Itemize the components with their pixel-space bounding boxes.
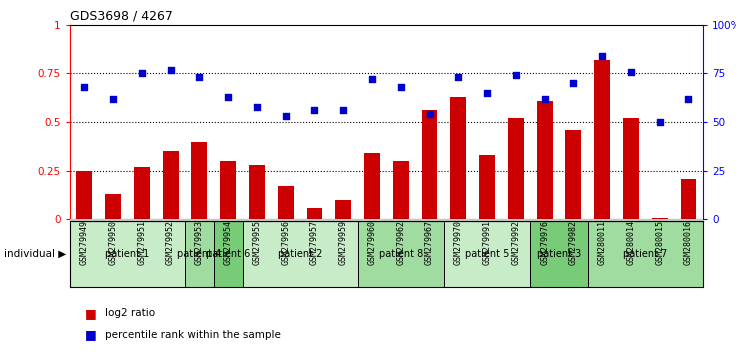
Bar [530, 221, 588, 287]
Bar [588, 221, 703, 287]
Point [136, 70, 148, 76]
Bar [681, 178, 696, 219]
Bar [220, 161, 236, 219]
Text: GSM279976: GSM279976 [540, 219, 549, 265]
Text: GSM279982: GSM279982 [569, 219, 578, 265]
Bar [77, 171, 92, 219]
Bar [364, 153, 380, 219]
Point [567, 80, 579, 86]
Bar [163, 152, 179, 219]
Text: GSM279967: GSM279967 [425, 219, 434, 265]
Text: log2 ratio: log2 ratio [105, 308, 155, 318]
Text: ■: ■ [85, 307, 96, 320]
Point [366, 76, 378, 82]
Bar [479, 155, 495, 219]
Text: patient 6: patient 6 [206, 249, 250, 259]
Text: GSM279960: GSM279960 [367, 219, 377, 265]
Text: patient 1: patient 1 [105, 249, 149, 259]
Bar [623, 118, 639, 219]
Text: GDS3698 / 4267: GDS3698 / 4267 [70, 9, 173, 22]
Bar [191, 142, 208, 219]
Point [280, 113, 291, 119]
Text: ■: ■ [85, 328, 96, 341]
Text: GSM279951: GSM279951 [138, 219, 146, 265]
Text: GSM280016: GSM280016 [684, 219, 693, 265]
Point [395, 84, 407, 90]
Text: patient 8: patient 8 [378, 249, 423, 259]
Text: GSM279956: GSM279956 [281, 219, 290, 265]
Text: GSM280014: GSM280014 [626, 219, 635, 265]
Text: GSM280015: GSM280015 [655, 219, 664, 265]
Point [510, 73, 522, 78]
Text: individual ▶: individual ▶ [4, 249, 66, 259]
Bar [277, 186, 294, 219]
Bar [450, 97, 466, 219]
Text: GSM279959: GSM279959 [339, 219, 347, 265]
Text: GSM279952: GSM279952 [166, 219, 175, 265]
Point [308, 108, 320, 113]
Bar [594, 60, 610, 219]
Point [79, 84, 91, 90]
Text: patient 7: patient 7 [623, 249, 668, 259]
Bar [213, 221, 243, 287]
Text: GSM279950: GSM279950 [109, 219, 118, 265]
Text: GSM279954: GSM279954 [224, 219, 233, 265]
Point [222, 94, 234, 99]
Point [654, 119, 665, 125]
Bar [185, 221, 213, 287]
Bar [537, 101, 553, 219]
Bar [393, 161, 408, 219]
Point [424, 112, 436, 117]
Point [107, 96, 119, 102]
Text: GSM279949: GSM279949 [79, 219, 89, 265]
Point [165, 67, 177, 72]
Bar [134, 167, 149, 219]
Bar [307, 208, 322, 219]
Text: GSM279970: GSM279970 [454, 219, 463, 265]
Text: GSM279991: GSM279991 [483, 219, 492, 265]
Bar [70, 221, 185, 287]
Text: patient 4: patient 4 [177, 249, 222, 259]
Text: GSM280011: GSM280011 [598, 219, 606, 265]
Point [596, 53, 608, 59]
Text: patient 3: patient 3 [537, 249, 581, 259]
Point [625, 69, 637, 74]
Text: GSM279992: GSM279992 [512, 219, 520, 265]
Text: GSM279955: GSM279955 [252, 219, 261, 265]
Point [251, 104, 263, 109]
Bar [422, 110, 437, 219]
Bar [243, 221, 358, 287]
Point [337, 108, 349, 113]
Text: patient 5: patient 5 [465, 249, 509, 259]
Bar [508, 118, 524, 219]
Bar [336, 200, 351, 219]
Bar [444, 221, 530, 287]
Point [682, 96, 694, 102]
Point [539, 96, 551, 102]
Text: patient 2: patient 2 [278, 249, 322, 259]
Bar [652, 217, 668, 219]
Text: GSM279957: GSM279957 [310, 219, 319, 265]
Text: GSM279962: GSM279962 [396, 219, 406, 265]
Text: percentile rank within the sample: percentile rank within the sample [105, 330, 281, 339]
Text: GSM279953: GSM279953 [195, 219, 204, 265]
Point [453, 75, 464, 80]
Point [481, 90, 493, 96]
Bar [565, 130, 581, 219]
Point [194, 75, 205, 80]
Bar [105, 194, 121, 219]
Bar [249, 165, 265, 219]
Bar [358, 221, 444, 287]
